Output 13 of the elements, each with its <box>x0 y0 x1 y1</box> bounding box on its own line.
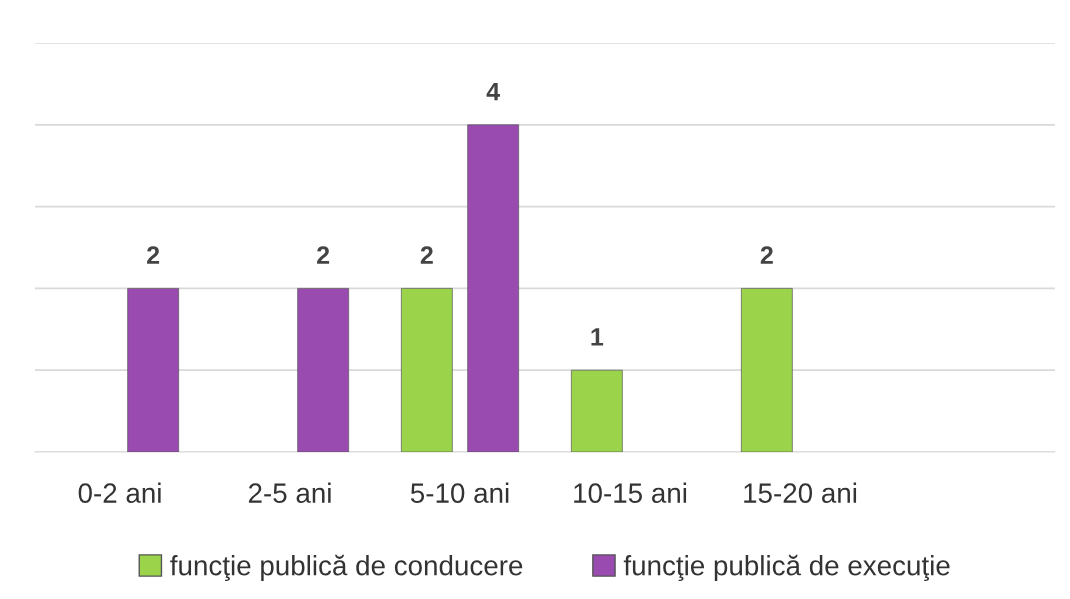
data-label: 4 <box>486 82 500 101</box>
legend-label: funcţie publică de conducere <box>170 554 523 582</box>
x-tick-label: 5-10 ani <box>410 482 509 503</box>
x-tick-label: 0-2 ani <box>78 482 161 503</box>
x-tick-label: 2-5 ani <box>248 482 331 503</box>
data-label: 2 <box>317 246 330 264</box>
data-label: 2 <box>420 246 433 264</box>
data-label: 1 <box>591 328 604 346</box>
x-tick-label: 10-15 ani <box>574 482 687 503</box>
x-tick-label: 15-20 ani <box>744 482 857 503</box>
legend-label: funcţie publică de execuţie <box>623 554 950 582</box>
data-label: 2 <box>147 246 160 264</box>
data-label: 2 <box>760 246 773 264</box>
